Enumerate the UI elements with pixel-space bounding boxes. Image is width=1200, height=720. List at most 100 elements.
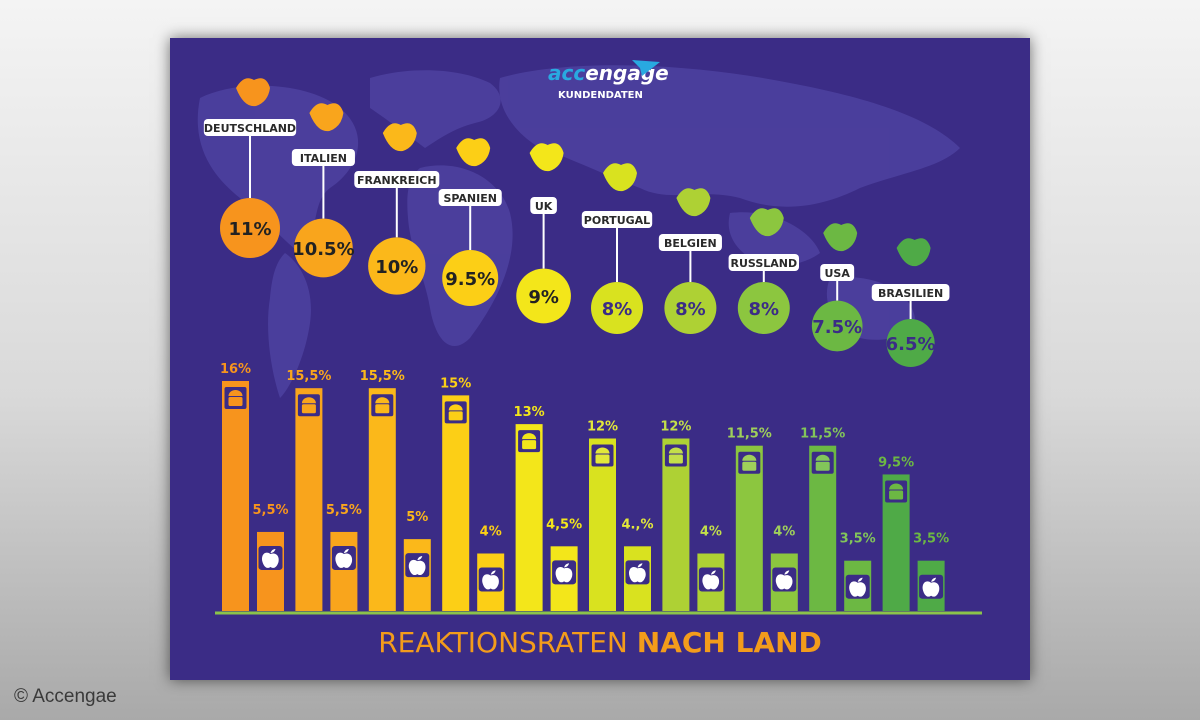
rate-bubble-label: 10.5%: [292, 239, 354, 260]
rate-bubble-label: 11%: [228, 219, 271, 240]
android-icon: [444, 401, 467, 424]
apple-icon: [845, 574, 870, 599]
rate-bubble: [591, 282, 643, 334]
country-label: SPANIEN: [443, 192, 497, 205]
country-silhouettes: [236, 78, 931, 267]
bubble-row: DEUTSCHLAND 11% ITALIEN 10.5% FRANKREICH 10% S…: [203, 119, 950, 367]
country-label: BRASILIEN: [878, 287, 943, 300]
apple-bar: [257, 531, 284, 611]
country-silhouette-deutschland: [236, 78, 270, 107]
android-icon: [811, 451, 834, 474]
apple-icon: [625, 560, 650, 585]
apple-value-label: 5,5%: [252, 503, 288, 518]
rate-bubble: [737, 282, 790, 334]
country-silhouette-russland: [749, 208, 784, 237]
rate-bubble: [220, 198, 280, 258]
rate-bubble: [664, 282, 717, 334]
country-label-box: [291, 149, 355, 166]
android-icon: [591, 444, 614, 467]
android-value-label: 16%: [220, 362, 251, 377]
android-icon: [738, 451, 761, 474]
android-value-label: 11,5%: [727, 427, 772, 442]
android-bar: [295, 388, 323, 611]
android-bar: [589, 438, 616, 611]
brand-logo: accengage KUNDENDATEN: [548, 60, 669, 101]
rate-bubble-label: 7.5%: [812, 317, 862, 338]
brand-subtitle: KUNDENDATEN: [558, 90, 643, 101]
android-bar: [368, 388, 396, 611]
apple-icon: [478, 567, 503, 592]
country-silhouette-uk: [529, 143, 564, 172]
apple-icon: [772, 567, 797, 592]
android-value-label: 15%: [440, 376, 471, 391]
country-label: ITALIEN: [300, 152, 347, 165]
apple-icon: [331, 545, 356, 570]
apple-value-label: 4%: [480, 525, 502, 540]
rate-bubble: [811, 300, 863, 352]
paper-plane-icon: [632, 60, 660, 76]
android-value-label: 12%: [660, 420, 691, 435]
country-label-box: [820, 264, 855, 281]
svg-text:accengage: accengage: [548, 61, 669, 85]
country-label: USA: [825, 267, 851, 280]
android-bar: [515, 424, 543, 611]
android-value-label: 15,5%: [360, 369, 405, 384]
country-silhouette-spanien: [456, 138, 491, 167]
android-value-label: 13%: [514, 405, 545, 420]
android-icon: [371, 394, 394, 417]
rate-bubble: [516, 268, 571, 324]
rate-bubble-label: 6.5%: [886, 334, 936, 355]
apple-icon: [258, 545, 283, 570]
rate-bubble-label: 9.5%: [445, 269, 495, 290]
infographic-poster: accengage KUNDENDATEN DEUTSCHLAND 11% ITAL…: [170, 38, 1030, 680]
apple-value-label: 3,5%: [913, 532, 949, 547]
apple-value-label: 4,5%: [546, 517, 582, 532]
country-silhouette-portugal: [603, 163, 637, 192]
rate-bubble-label: 8%: [602, 299, 633, 320]
rate-bubble-label: 8%: [675, 299, 706, 320]
country-silhouette-brasilien: [896, 238, 931, 267]
reaction-rates-chart: accengage KUNDENDATEN DEUTSCHLAND 11% ITAL…: [197, 60, 982, 659]
country-silhouette-belgien: [676, 188, 711, 217]
rate-bubble-label: 8%: [749, 299, 780, 320]
country-silhouette-frankreich: [382, 123, 417, 152]
chart-title-bold: NACH LAND: [637, 626, 822, 659]
apple-icon: [405, 553, 430, 578]
apple-bar: [330, 531, 358, 611]
android-value-label: 12%: [587, 420, 618, 435]
country-label-box: [530, 197, 557, 214]
android-bar: [662, 438, 690, 611]
country-label-box: [871, 284, 950, 301]
rate-bubble: [294, 218, 353, 278]
country-label: RUSSLAND: [730, 257, 797, 270]
rate-bubble-label: 9%: [528, 287, 559, 308]
android-icon: [224, 387, 247, 409]
android-bar: [442, 395, 470, 611]
chart-title-light: REAKTIONSRATEN: [378, 626, 637, 659]
android-value-label: 11,5%: [800, 427, 845, 442]
country-label: PORTUGAL: [584, 214, 650, 227]
apple-value-label: 3,5%: [840, 532, 876, 547]
android-value-label: 9,5%: [878, 455, 914, 470]
country-label-box: [438, 189, 502, 206]
bar-chart: 16% 5,5% 15,5% 5,5% 15,5% 5% 15% 4% 13% 4,5% 12% 4.…: [220, 362, 949, 611]
android-bar: [222, 381, 249, 611]
apple-value-label: 4.,%: [622, 517, 654, 532]
apple-value-label: 4%: [773, 525, 795, 540]
android-icon: [885, 480, 908, 503]
image-credit: © Accengae: [14, 686, 117, 707]
chart-title: REAKTIONSRATEN NACH LAND: [378, 626, 822, 659]
apple-icon: [552, 560, 577, 585]
rate-bubble: [368, 237, 426, 295]
apple-value-label: 5%: [406, 510, 428, 525]
brand-name-part1: acc: [548, 61, 585, 85]
rate-bubble: [886, 319, 935, 367]
apple-icon: [919, 574, 944, 599]
country-label: UK: [535, 200, 553, 213]
country-label-box: [658, 234, 722, 251]
country-label-box: [728, 254, 799, 271]
android-icon: [297, 394, 320, 417]
country-label-box: [203, 119, 297, 136]
apple-value-label: 5,5%: [326, 503, 362, 518]
android-value-label: 15,5%: [286, 369, 331, 384]
